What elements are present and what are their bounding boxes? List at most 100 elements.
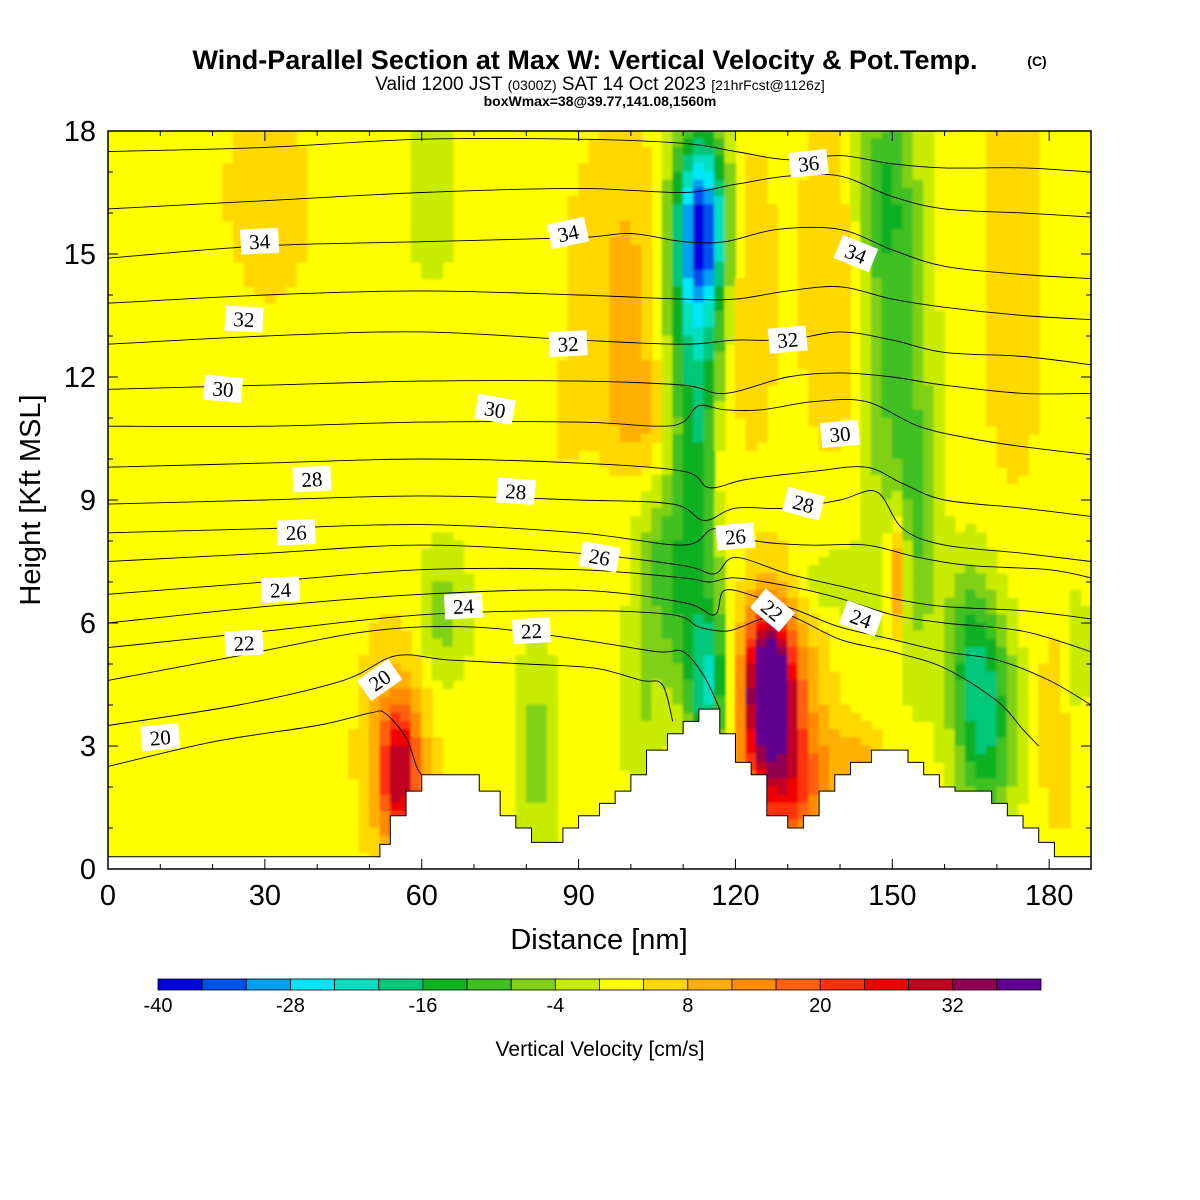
velocity-cell	[829, 294, 841, 304]
velocity-cell	[891, 622, 904, 632]
velocity-cell	[985, 573, 998, 583]
velocity-cell	[985, 638, 998, 649]
velocity-cell	[902, 269, 914, 280]
velocity-cell	[860, 483, 872, 493]
velocity-cell	[787, 647, 799, 657]
velocity-cell	[1017, 761, 1029, 772]
velocity-cell	[1006, 253, 1019, 263]
velocity-cell	[630, 335, 642, 345]
velocity-cell	[776, 761, 789, 772]
contour-label-text: 22	[233, 631, 255, 656]
velocity-cell	[442, 138, 454, 148]
velocity-cell	[452, 540, 465, 550]
velocity-cell	[682, 581, 695, 591]
velocity-cell	[860, 409, 872, 419]
velocity-cell	[1006, 212, 1019, 222]
velocity-cell	[734, 737, 747, 747]
contour-label-box	[224, 305, 264, 333]
velocity-cell	[630, 622, 642, 632]
contour-label: 30	[819, 419, 860, 449]
velocity-cell	[567, 360, 580, 370]
velocity-cell	[933, 310, 946, 321]
velocity-cell	[672, 384, 684, 394]
velocity-cell	[881, 351, 893, 362]
contour-label-box	[239, 227, 280, 255]
velocity-cell	[745, 327, 757, 337]
velocity-cell	[870, 269, 883, 280]
velocity-cell	[996, 663, 1008, 673]
velocity-cell	[1006, 327, 1019, 337]
velocity-cell	[829, 671, 841, 681]
velocity-cell	[839, 712, 851, 722]
subtitle-utc: (0300Z)	[508, 77, 557, 93]
velocity-cell	[766, 212, 778, 222]
velocity-cell	[776, 647, 789, 657]
velocity-cell	[599, 253, 611, 263]
velocity-cell	[912, 212, 925, 222]
velocity-cell	[536, 778, 548, 788]
velocity-cell	[912, 237, 925, 247]
velocity-cell	[421, 261, 433, 271]
velocity-cell	[923, 409, 935, 419]
velocity-cell	[1017, 392, 1029, 403]
velocity-cell	[870, 491, 883, 501]
velocity-cell	[672, 310, 684, 321]
velocity-cell	[829, 351, 841, 362]
velocity-cell	[870, 368, 883, 378]
velocity-cell	[672, 302, 684, 312]
velocity-cell	[630, 688, 642, 698]
velocity-cell	[902, 343, 914, 353]
velocity-cell	[745, 286, 757, 296]
y-tick-label: 18	[64, 116, 96, 148]
velocity-cell	[578, 384, 590, 394]
velocity-cell	[808, 327, 820, 337]
velocity-cell	[734, 597, 747, 608]
velocity-cell	[745, 630, 757, 640]
velocity-cell	[400, 712, 412, 722]
velocity-cell	[714, 589, 726, 599]
velocity-cell	[703, 556, 716, 567]
velocity-cell	[295, 163, 308, 173]
velocity-cell	[619, 319, 632, 329]
velocity-cell	[902, 630, 914, 640]
velocity-cell	[923, 343, 935, 353]
velocity-cell	[965, 540, 977, 550]
velocity-cell	[651, 671, 663, 681]
velocity-cell	[661, 720, 674, 731]
velocity-cell	[693, 409, 705, 419]
velocity-cell	[379, 729, 391, 739]
velocity-cell	[766, 245, 778, 255]
velocity-cell	[368, 753, 381, 763]
velocity-cell	[421, 196, 433, 206]
contour-label-box	[833, 234, 879, 273]
velocity-cell	[797, 696, 810, 706]
velocity-cell	[431, 622, 444, 632]
velocity-cell	[860, 196, 872, 206]
velocity-cell	[870, 515, 883, 526]
velocity-cell	[661, 679, 674, 690]
velocity-cell	[975, 581, 987, 591]
velocity-cell	[985, 245, 998, 255]
velocity-cell	[599, 401, 611, 411]
velocity-cell	[661, 474, 674, 485]
velocity-cell	[933, 450, 946, 460]
velocity-cell	[703, 696, 716, 706]
velocity-cell	[808, 647, 820, 657]
velocity-cell	[682, 319, 695, 329]
contour-label-text: 28	[505, 479, 528, 504]
velocity-cell	[1027, 179, 1040, 189]
velocity-cell	[1027, 261, 1040, 271]
velocity-cell	[410, 663, 423, 673]
velocity-cell	[944, 565, 956, 575]
velocity-cell	[442, 581, 454, 591]
velocity-cell	[693, 679, 705, 690]
velocity-cell	[567, 401, 580, 411]
velocity-cell	[797, 614, 810, 624]
velocity-cell	[829, 376, 841, 386]
velocity-cell	[766, 261, 778, 271]
velocity-cell	[431, 761, 444, 772]
velocity-cell	[1048, 679, 1061, 690]
velocity-cell	[557, 409, 569, 419]
velocity-cell	[619, 753, 632, 763]
